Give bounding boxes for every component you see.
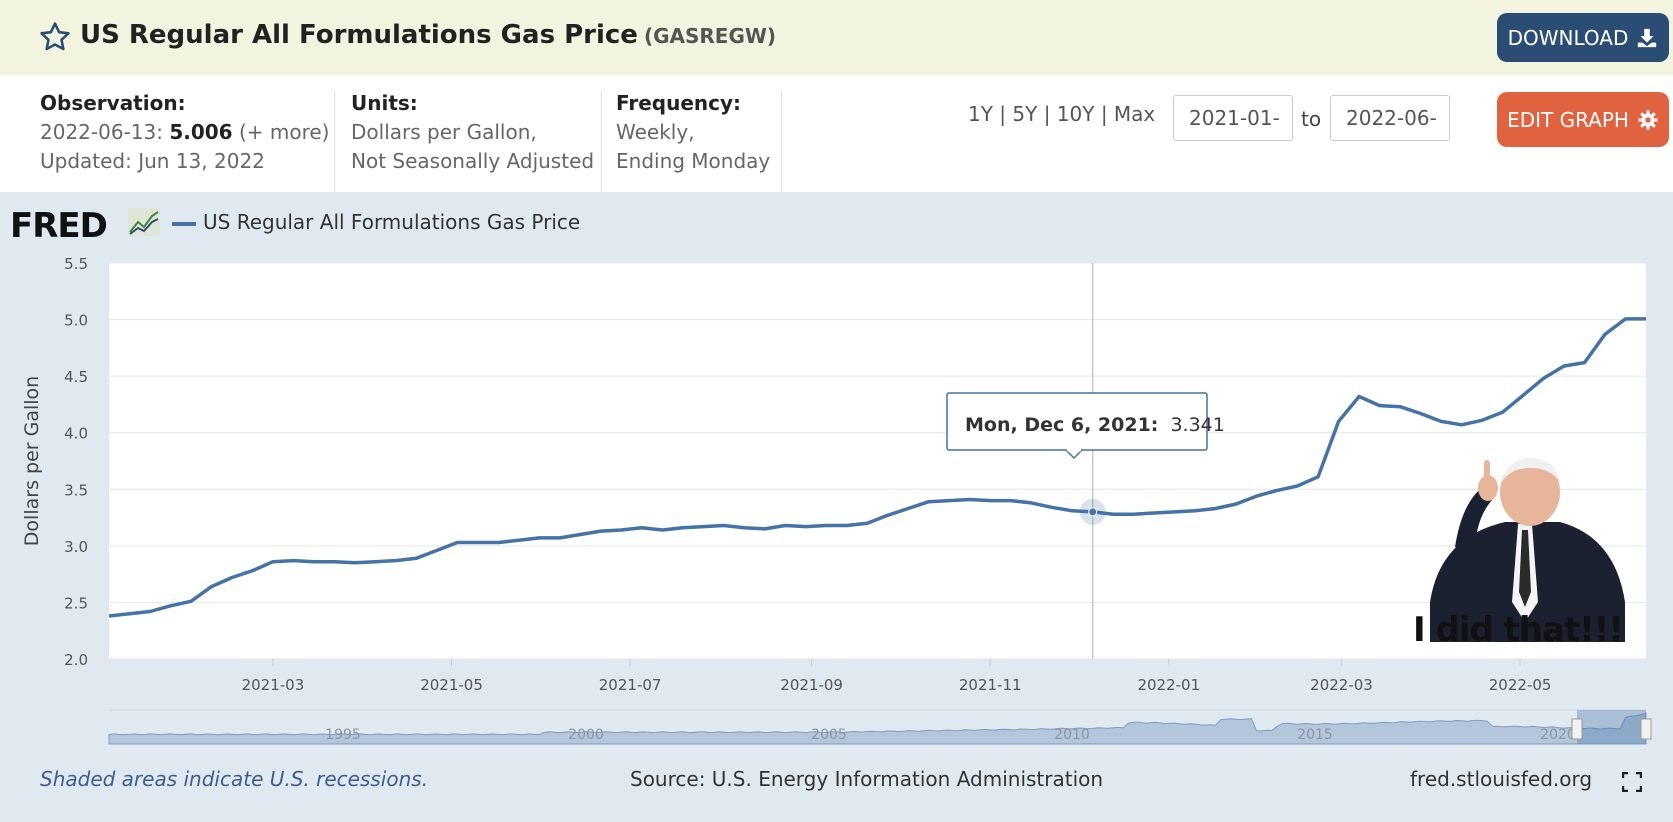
navigator-handle[interactable] bbox=[1571, 718, 1583, 740]
frequency-label: Frequency: bbox=[616, 91, 742, 115]
chart-panel: FRED US Regular All Formulations Gas Pri… bbox=[0, 192, 1673, 822]
date-from-input[interactable]: 2021-01- bbox=[1173, 95, 1293, 141]
navigator-window[interactable] bbox=[1577, 710, 1646, 744]
navigator-label: 2005 bbox=[811, 727, 847, 743]
y-tick-label: 3.0 bbox=[64, 538, 88, 556]
series-title-text: US Regular All Formulations Gas Price bbox=[80, 20, 638, 50]
y-tick-label: 4.5 bbox=[64, 368, 88, 386]
fullscreen-icon[interactable] bbox=[1622, 772, 1642, 792]
x-tick-label: 2021-11 bbox=[959, 676, 1022, 694]
star-icon[interactable] bbox=[38, 20, 72, 54]
navigator-label: 2000 bbox=[568, 727, 604, 743]
y-tick-label: 3.5 bbox=[64, 481, 88, 499]
y-tick-label: 5.0 bbox=[64, 312, 88, 330]
navigator-label: 2020 bbox=[1540, 727, 1576, 743]
to-label: to bbox=[1301, 107, 1322, 131]
hover-point bbox=[1088, 507, 1098, 517]
tooltip: Mon, Dec 6, 2021: 3.341 bbox=[946, 392, 1225, 460]
x-tick-label: 2022-03 bbox=[1310, 676, 1373, 694]
divider bbox=[781, 90, 782, 192]
navigator-series bbox=[108, 712, 1647, 745]
y-tick-label: 4.0 bbox=[64, 425, 88, 443]
y-tick-label: 2.5 bbox=[64, 594, 88, 612]
download-label: DOWNLOAD bbox=[1507, 25, 1629, 50]
date-to-input[interactable]: 2022-06- bbox=[1330, 95, 1450, 141]
series-id: (GASREGW) bbox=[643, 24, 777, 48]
fred-logo[interactable]: FRED bbox=[10, 206, 108, 246]
y-axis-label: Dollars per Gallon bbox=[21, 376, 43, 546]
sticker-image bbox=[1430, 457, 1625, 642]
observation-block: Observation: 2022-06-13: 5.006 (+ more) … bbox=[40, 89, 329, 176]
edit-graph-label: EDIT GRAPH bbox=[1507, 107, 1629, 132]
page-title: US Regular All Formulations Gas Price (GA… bbox=[80, 20, 776, 50]
observation-more-link[interactable]: (+ more) bbox=[238, 120, 330, 144]
x-tick-label: 2021-07 bbox=[599, 676, 662, 694]
download-icon bbox=[1638, 28, 1657, 47]
plot-area bbox=[109, 263, 1646, 659]
range-navigator[interactable]: 1995 2000 2005 2010 2015 2020 bbox=[108, 709, 1652, 745]
x-tick-label: 2022-05 bbox=[1489, 676, 1552, 694]
svg-text:Mon, Dec 6, 2021: 3.34: Mon, Dec 6, 2021: 3.341 bbox=[965, 414, 1225, 436]
units-line2: Not Seasonally Adjusted bbox=[351, 149, 595, 173]
navigator-label: 2010 bbox=[1054, 727, 1090, 743]
x-axis: 2021-03 2021-05 2021-07 2021-09 2021-11 2022-… bbox=[242, 659, 1552, 694]
units-line1: Dollars per Gallon, bbox=[351, 120, 537, 144]
recession-note: Shaded areas indicate U.S. recessions. bbox=[40, 767, 429, 791]
divider bbox=[334, 90, 335, 192]
legend-entry[interactable]: US Regular All Formulations Gas Price bbox=[203, 210, 581, 234]
x-tick-label: 2021-05 bbox=[420, 676, 483, 694]
frequency-line1: Weekly, bbox=[616, 120, 695, 144]
legend-swatch bbox=[172, 222, 196, 226]
frequency-block: Frequency: Weekly, Ending Monday bbox=[616, 89, 770, 176]
y-tick-label: 2.0 bbox=[64, 651, 88, 669]
gear-icon bbox=[1638, 109, 1658, 130]
title-bar: US Regular All Formulations Gas Price (GA… bbox=[0, 0, 1673, 75]
divider bbox=[601, 90, 602, 192]
source-note[interactable]: Source: U.S. Energy Information Administ… bbox=[630, 767, 1104, 791]
site-link[interactable]: fred.stlouisfed.org bbox=[1410, 767, 1593, 791]
x-tick-label: 2022-01 bbox=[1137, 676, 1200, 694]
units-block: Units: Dollars per Gallon, Not Seasonall… bbox=[351, 89, 594, 176]
navigator-label: 1995 bbox=[325, 727, 361, 743]
chart-logo-icon bbox=[128, 208, 160, 236]
updated-date: Updated: Jun 13, 2022 bbox=[40, 149, 265, 173]
y-tick-label: 5.5 bbox=[64, 255, 88, 273]
navigator-label: 2015 bbox=[1297, 727, 1333, 743]
observation-value: 5.006 bbox=[169, 120, 233, 144]
sticker-caption: I did that!!! bbox=[1413, 610, 1624, 650]
x-tick-label: 2021-03 bbox=[242, 676, 305, 694]
observation-label: Observation: bbox=[40, 91, 186, 115]
y-axis: 2.0 2.5 3.0 3.5 4.0 4.5 5.0 5.5 bbox=[64, 255, 88, 669]
range-selector[interactable]: 1Y | 5Y | 10Y | Max bbox=[968, 102, 1156, 126]
frequency-line2: Ending Monday bbox=[616, 149, 771, 173]
tooltip-date: Mon, Dec 6, 2021: bbox=[965, 414, 1158, 436]
observation-date: 2022-06-13: bbox=[40, 120, 163, 144]
units-label: Units: bbox=[351, 91, 418, 115]
edit-graph-button[interactable]: EDIT GRAPH bbox=[1497, 92, 1669, 147]
x-tick-label: 2021-09 bbox=[780, 676, 843, 694]
tooltip-value: 3.341 bbox=[1170, 414, 1224, 436]
series-line[interactable] bbox=[108, 317, 1646, 618]
line-chart: 2.02.53.03.54.04.55.05.5 2021-03 2021-05 2… bbox=[21, 255, 1652, 745]
grid bbox=[109, 262, 1646, 660]
navigator-handle[interactable] bbox=[1640, 718, 1652, 740]
download-button[interactable]: DOWNLOAD bbox=[1497, 13, 1669, 62]
